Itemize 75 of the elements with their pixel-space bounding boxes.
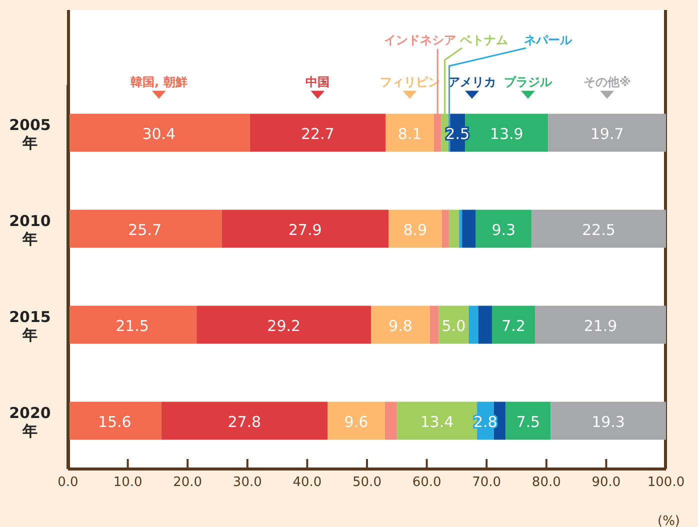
bar xyxy=(434,114,442,152)
bar xyxy=(386,114,434,152)
bar xyxy=(531,210,666,248)
bar xyxy=(448,210,460,248)
x-tick-label: 10.0 xyxy=(113,475,142,490)
bar xyxy=(441,114,448,152)
y-tick-label: 2015年 xyxy=(9,308,51,344)
bar xyxy=(222,210,389,248)
data-label: 9.8 xyxy=(388,316,412,335)
bar xyxy=(430,306,439,344)
x-tick-label: 0.0 xyxy=(58,475,78,490)
data-label: 27.9 xyxy=(288,220,322,239)
x-tick-label: 60.0 xyxy=(412,475,442,490)
bar xyxy=(442,210,449,248)
x-tick-label: 100.0 xyxy=(647,475,685,490)
text: インドネシア xyxy=(384,33,456,47)
data-label: 27.8 xyxy=(228,412,262,431)
data-label: 7.5 xyxy=(516,412,540,431)
data-label: 13.4 xyxy=(420,412,454,431)
bar xyxy=(468,306,478,344)
x-axis-title: (%) xyxy=(658,514,680,527)
bar xyxy=(68,402,162,440)
x-tick-label: 40.0 xyxy=(292,475,322,490)
x-tick-label: 50.0 xyxy=(352,475,382,490)
bar xyxy=(476,210,532,248)
bar xyxy=(68,114,250,152)
text: ベトナム xyxy=(459,33,508,47)
bar xyxy=(438,306,469,344)
bar xyxy=(535,306,666,344)
data-label: 8.9 xyxy=(403,220,428,239)
x-tick-label: 70.0 xyxy=(472,475,502,490)
bar xyxy=(492,306,536,344)
bar xyxy=(196,306,372,344)
x-tick-label: 20.0 xyxy=(173,475,202,490)
bar xyxy=(388,210,442,248)
text: 中国 xyxy=(306,74,330,89)
data-label: 19.3 xyxy=(592,412,625,431)
x-tick-label: 30.0 xyxy=(232,475,262,490)
text: その他※ xyxy=(583,74,631,89)
data-label: 22.7 xyxy=(300,124,334,143)
bar xyxy=(161,402,328,440)
bar xyxy=(371,306,430,344)
data-label: 7.2 xyxy=(502,316,526,335)
bar xyxy=(506,402,551,440)
y-tick-label: 2010年 xyxy=(9,212,51,248)
data-label: 25.7 xyxy=(128,220,162,239)
bar xyxy=(548,114,666,152)
data-label: 21.9 xyxy=(584,316,618,335)
data-label: 9.6 xyxy=(344,412,368,431)
x-tick-label: 90.0 xyxy=(592,475,621,490)
bar xyxy=(478,306,492,344)
x-tick-label: 80.0 xyxy=(532,475,561,490)
bar xyxy=(250,114,386,152)
text: ネパール xyxy=(524,33,573,47)
bar xyxy=(68,306,197,344)
data-label: 15.6 xyxy=(98,412,132,431)
data-label: 19.7 xyxy=(590,124,624,143)
bar xyxy=(462,210,476,248)
bar xyxy=(68,210,222,248)
y-tick-label: 2005年 xyxy=(9,116,51,152)
y-tick-label: 2020年 xyxy=(9,404,51,440)
data-label: 13.9 xyxy=(490,124,524,143)
data-label: 5.0 xyxy=(442,316,466,335)
data-label: 30.4 xyxy=(142,124,176,143)
data-label: 9.3 xyxy=(492,220,516,239)
text: ブラジル xyxy=(504,74,554,89)
bar xyxy=(550,402,666,440)
data-label: 8.1 xyxy=(398,124,422,143)
data-label: 29.2 xyxy=(267,316,301,335)
data-label: 22.5 xyxy=(582,220,616,239)
bar xyxy=(384,402,397,440)
bar xyxy=(328,402,385,440)
data-label: 21.5 xyxy=(116,316,149,335)
bar xyxy=(459,210,462,248)
text: 韓国, 朝鮮 xyxy=(130,74,188,89)
